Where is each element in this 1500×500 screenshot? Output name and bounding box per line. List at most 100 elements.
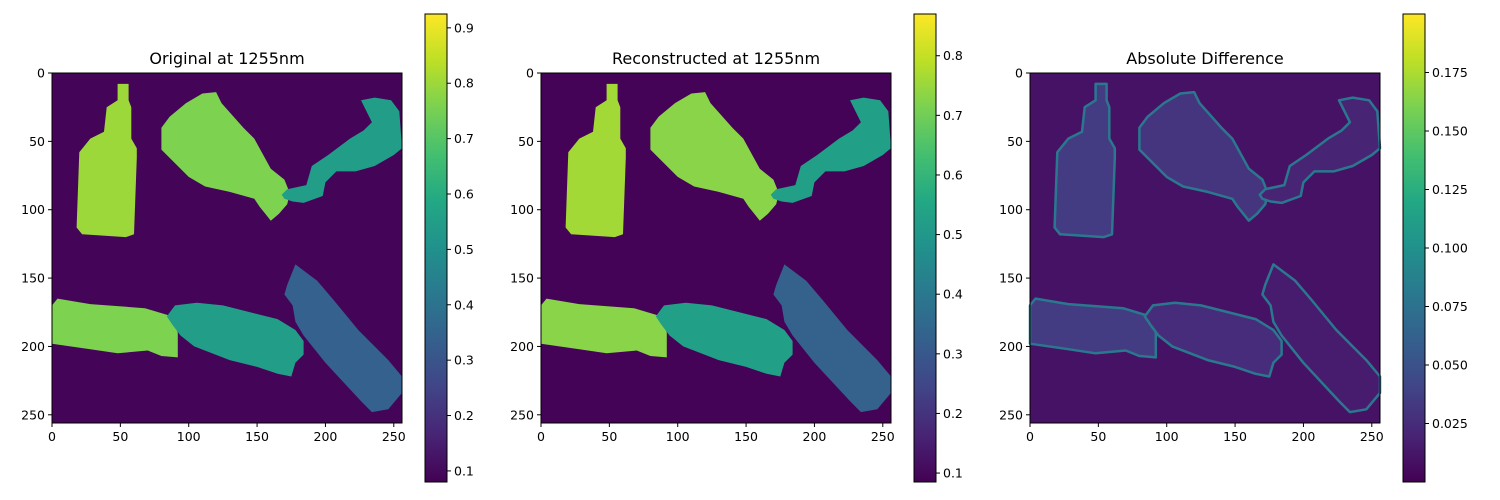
- x-tick-label: 250: [1360, 429, 1384, 444]
- colorbar-tick-label: 0.175: [1432, 65, 1468, 80]
- colorbar: 0.025 0.050 0.075 0.100 0.125 0.150 0.175: [1402, 13, 1468, 483]
- heatmap-region-bottle-top-right: [770, 97, 891, 203]
- heatmap-region-bottle-top-right: [281, 97, 402, 203]
- colorbar-tick-label: 0.125: [1432, 182, 1468, 197]
- heatmap-plot: [540, 72, 892, 424]
- x-tick-label: 0: [48, 429, 56, 444]
- x-axis-ticks: 0 50 100 150 200 250: [537, 423, 895, 444]
- panel-title: Original at 1255nm: [149, 49, 304, 68]
- colorbar-tick-label: 0.2: [943, 406, 963, 421]
- colorbar-tick-label: 0.075: [1432, 299, 1468, 314]
- y-tick-label: 100: [21, 202, 45, 217]
- heatmap-region-bottle-bottom-right: [773, 264, 891, 413]
- colorbar-tick-label: 0.7: [943, 108, 963, 123]
- heatmap-region-bottle-bottom-center: [166, 302, 304, 377]
- heatmap-region-bottle-bottom-center: [1143, 301, 1283, 378]
- colorbar: 0.1 0.2 0.3 0.4 0.5 0.6 0.7 0.8 0.9: [424, 13, 474, 483]
- heatmap-region-bottle-bottom-center: [655, 302, 793, 377]
- y-tick-label: 100: [999, 202, 1023, 217]
- x-tick-label: 100: [177, 429, 201, 444]
- heatmap-panel-reconstructed: Reconstructed at 1255nm 0 50 100 150 200 250 …: [510, 13, 963, 483]
- colorbar: 0.1 0.2 0.3 0.4 0.5 0.6 0.7 0.8: [913, 13, 963, 483]
- heatmap-region-bottle-bottom-right: [284, 264, 402, 413]
- y-tick-label: 200: [21, 339, 45, 354]
- y-tick-label: 0: [526, 66, 534, 81]
- heatmap-plot: [1028, 72, 1382, 424]
- x-tick-label: 250: [871, 429, 895, 444]
- x-tick-label: 200: [314, 429, 338, 444]
- x-tick-label: 100: [1155, 429, 1179, 444]
- colorbar-tick-label: 0.8: [943, 48, 963, 63]
- heatmap-region-bottle-top-center: [1138, 90, 1270, 222]
- panel-title: Reconstructed at 1255nm: [612, 49, 820, 68]
- colorbar-frame: [913, 13, 937, 483]
- heatmap-panel-difference: Absolute Difference 0 50 100 150 200 250 0 50 1…: [999, 13, 1468, 483]
- x-tick-label: 100: [666, 429, 690, 444]
- heatmap-region-bottle-top-left: [76, 83, 137, 238]
- colorbar-frame: [424, 13, 448, 483]
- x-axis-ticks: 0 50 100 150 200 250: [48, 423, 406, 444]
- heatmap-region-bottle-top-left: [1053, 82, 1117, 239]
- colorbar-tick-label: 0.6: [943, 167, 963, 182]
- x-tick-label: 0: [1026, 429, 1034, 444]
- x-tick-label: 50: [112, 429, 128, 444]
- heatmap-region-bottle-top-right: [1258, 96, 1382, 205]
- y-tick-label: 0: [37, 66, 45, 81]
- plot-frame: [51, 72, 403, 424]
- y-tick-label: 50: [29, 134, 45, 149]
- y-tick-label: 250: [999, 407, 1023, 422]
- colorbar-tick-label: 0.3: [943, 346, 963, 361]
- colorbar-gradient: [914, 14, 936, 482]
- colorbar-tick-label: 0.100: [1432, 241, 1468, 256]
- colorbar-tick-label: 0.5: [943, 227, 963, 242]
- colorbar-tick-label: 0.4: [943, 287, 963, 302]
- y-tick-label: 100: [510, 202, 534, 217]
- colorbar-tick-label: 0.3: [454, 353, 474, 368]
- colorbar-tick-label: 0.4: [454, 297, 474, 312]
- colorbar-tick-label: 0.1: [943, 466, 963, 481]
- y-tick-label: 0: [1015, 66, 1023, 81]
- heatmap-region-bottle-top-left: [565, 83, 626, 238]
- y-tick-label: 200: [510, 339, 534, 354]
- colorbar-tick-label: 0.8: [454, 76, 474, 91]
- heatmap-panel-original: Original at 1255nm 0 50 100 150 200 250 0 50 10…: [21, 13, 474, 483]
- colorbar-tick-label: 0.1: [454, 463, 474, 478]
- y-axis-ticks: 0 50 100 150 200 250: [999, 66, 1030, 422]
- x-axis-ticks: 0 50 100 150 200 250: [1026, 423, 1384, 444]
- y-tick-label: 250: [510, 407, 534, 422]
- x-tick-label: 0: [537, 429, 545, 444]
- x-tick-label: 250: [382, 429, 406, 444]
- heatmap-region-bottle-top-center: [650, 92, 779, 221]
- y-axis-ticks: 0 50 100 150 200 250: [510, 66, 541, 422]
- colorbar-gradient: [1403, 14, 1425, 482]
- colorbar-tick-label: 0.6: [454, 187, 474, 202]
- x-tick-label: 150: [245, 429, 269, 444]
- colorbar-tick-label: 0.050: [1432, 358, 1468, 373]
- colorbar-gradient: [425, 14, 447, 482]
- x-tick-label: 200: [1292, 429, 1316, 444]
- x-tick-label: 150: [1223, 429, 1247, 444]
- x-tick-label: 50: [601, 429, 617, 444]
- y-tick-label: 250: [21, 407, 45, 422]
- heatmap-region-bottle-bottom-left: [52, 298, 178, 358]
- x-tick-label: 50: [1090, 429, 1106, 444]
- heatmap-region-bottle-top-center: [161, 92, 290, 221]
- colorbar-tick-label: 0.9: [454, 20, 474, 35]
- y-tick-label: 150: [510, 271, 534, 286]
- colorbar-tick-label: 0.150: [1432, 124, 1468, 139]
- y-tick-label: 150: [999, 271, 1023, 286]
- y-tick-label: 200: [999, 339, 1023, 354]
- heatmap-region-bottle-bottom-left: [541, 298, 667, 358]
- colorbar-tick-label: 0.7: [454, 131, 474, 146]
- y-axis-ticks: 0 50 100 150 200 250: [21, 66, 52, 422]
- plot-frame: [1029, 72, 1381, 424]
- panel-title: Absolute Difference: [1126, 49, 1284, 68]
- plot-frame: [540, 72, 892, 424]
- heatmap-region-bottle-bottom-right: [1261, 263, 1382, 414]
- y-tick-label: 150: [21, 271, 45, 286]
- x-tick-label: 200: [803, 429, 827, 444]
- y-tick-label: 50: [1007, 134, 1023, 149]
- heatmap-plot: [51, 72, 403, 424]
- colorbar-tick-label: 0.5: [454, 242, 474, 257]
